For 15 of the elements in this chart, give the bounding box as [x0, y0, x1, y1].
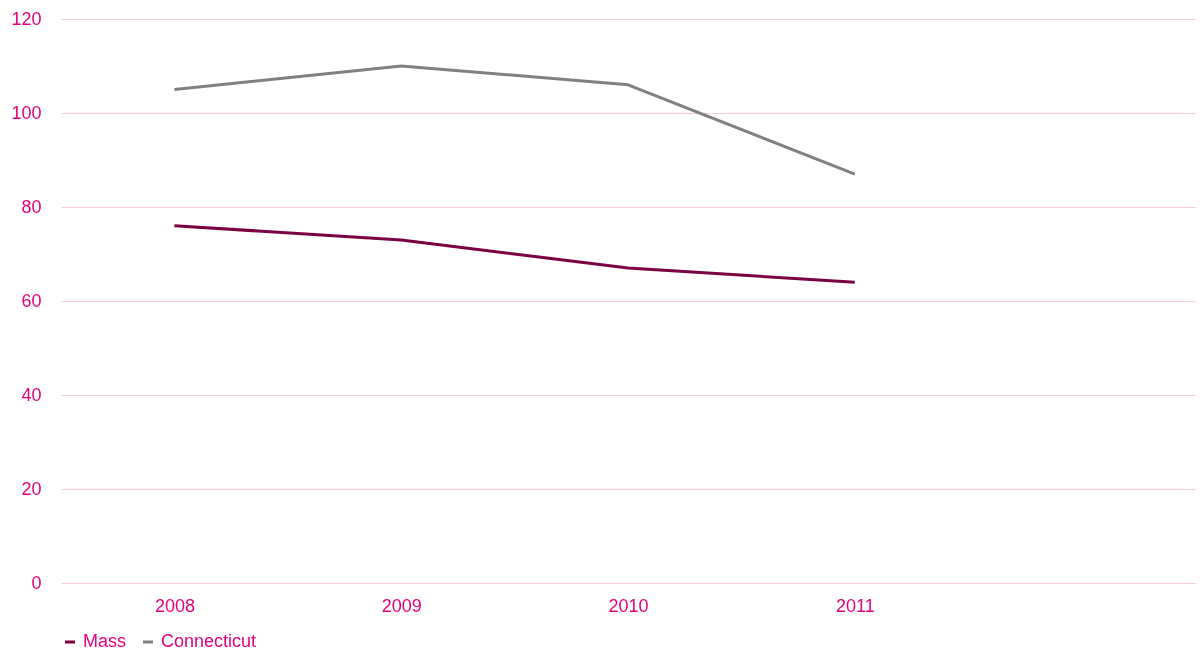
y-tick-label: 100 — [11, 102, 42, 123]
y-tick-label: 20 — [21, 478, 42, 499]
y-tick-label: 80 — [21, 196, 42, 217]
legend-label: Mass — [83, 631, 127, 651]
y-tick-label: 0 — [31, 572, 42, 593]
x-tick-label: 2011 — [835, 595, 875, 616]
y-tick-label: 60 — [21, 290, 42, 311]
line-series — [172, 224, 857, 284]
x-tick-label: 2009 — [381, 595, 422, 616]
legend-label: Connecticut — [161, 631, 257, 651]
line-series — [172, 64, 857, 176]
x-tick-label: 2010 — [608, 595, 649, 616]
y-tick-label: 40 — [21, 384, 42, 405]
x-tick-label: 2008 — [154, 595, 195, 616]
y-tick-label: 120 — [11, 8, 42, 29]
